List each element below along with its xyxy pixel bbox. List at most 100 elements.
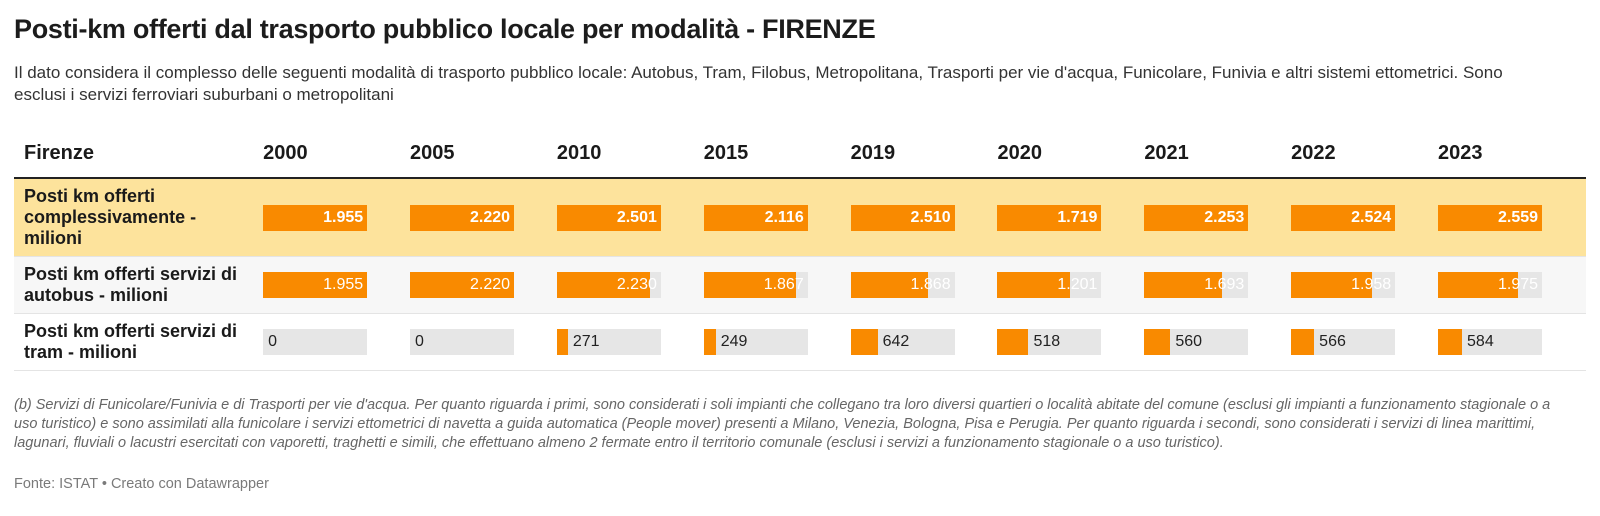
bar-value-label: 584 <box>1467 333 1494 350</box>
column-header-2021[interactable]: 2021 <box>1144 133 1292 179</box>
bar-value-label: 642 <box>882 333 910 350</box>
bar-fill <box>997 329 1029 355</box>
bar-value-label: 566 <box>1319 333 1346 350</box>
data-cell: 2.116 <box>703 178 851 257</box>
data-cell: 642 <box>850 313 998 371</box>
bar-value-label: 1.975 <box>1497 276 1539 293</box>
bar-fill <box>997 204 1102 231</box>
table-row: Posti km offerti servizi di autobus - mi… <box>14 256 1586 314</box>
bar-value-label: 1.867 <box>763 276 804 293</box>
bar-value-label: 560 <box>1175 333 1203 350</box>
bar-value-label: 249 <box>720 333 748 350</box>
column-header-2020[interactable]: 2020 <box>997 133 1145 179</box>
column-header-2005[interactable]: 2005 <box>410 133 557 179</box>
bar-value-label: 1.868 <box>910 276 951 293</box>
table-row: Posti km offerti servizi di tram - milio… <box>14 313 1586 371</box>
data-table: Firenze 2000 2005 2010 2015 2019 2020 2021 2022… <box>14 133 1586 371</box>
data-cell: 2.524 <box>1291 178 1439 257</box>
row-label: Posti km offerti servizi di tram - milio… <box>14 313 264 371</box>
column-header-2010[interactable]: 2010 <box>556 133 704 179</box>
bar-track: 1.201 <box>997 272 1102 298</box>
bar-track: 2.230 <box>556 272 661 298</box>
bar-track: 1.868 <box>850 272 955 298</box>
data-cell: 1.201 <box>997 256 1145 314</box>
bar-fill <box>556 204 661 231</box>
bar-track: 2.116 <box>703 204 808 231</box>
row-label: Posti km offerti complessivamente - mili… <box>14 178 264 257</box>
bar-fill <box>703 272 796 298</box>
bar-value-label: 1.201 <box>1057 276 1098 293</box>
column-header-2000[interactable]: 2000 <box>263 133 411 179</box>
bar-value-label: 518 <box>1033 333 1061 350</box>
bar-fill <box>1438 204 1543 231</box>
table-header: Firenze 2000 2005 2010 2015 2019 2020 2021 2022… <box>14 133 1586 179</box>
bar-track: 2.253 <box>1144 204 1249 231</box>
data-cell: 1.955 <box>263 256 411 314</box>
row-header-label[interactable]: Firenze <box>14 133 264 179</box>
source-line: Fonte: ISTAT • Creato con Datawrapper <box>14 476 269 492</box>
data-cell: 2.510 <box>850 178 998 257</box>
bar-fill <box>263 272 368 298</box>
data-cell: 0 <box>410 313 557 371</box>
bar-track: 584 <box>1438 329 1543 355</box>
bar-track: 642 <box>850 329 955 355</box>
bar-track: 1.958 <box>1291 272 1396 298</box>
data-cell: 2.501 <box>556 178 704 257</box>
bar-fill <box>703 329 716 355</box>
bar-track: 560 <box>1144 329 1249 355</box>
bar-value-label: 271 <box>572 333 600 350</box>
bar-value-label: 2.501 <box>616 208 657 226</box>
bar-value-label: 0 <box>415 333 424 350</box>
bar-track: 271 <box>556 329 661 355</box>
bar-track: 1.719 <box>997 204 1102 231</box>
bar-track: 1.955 <box>263 272 368 298</box>
column-header-2015[interactable]: 2015 <box>703 133 851 179</box>
data-cell: 2.253 <box>1144 178 1292 257</box>
bar-value-label: 2.559 <box>1497 208 1539 226</box>
bar-fill <box>1144 329 1171 355</box>
data-cell: 271 <box>556 313 704 371</box>
bar-fill <box>1291 272 1373 298</box>
bar-fill <box>1144 204 1249 231</box>
column-header-2022[interactable]: 2022 <box>1291 133 1439 179</box>
bar-track: 1.867 <box>703 272 808 298</box>
data-cell: 2.220 <box>410 256 557 314</box>
data-cell: 2.559 <box>1438 178 1586 257</box>
data-cell: 1.693 <box>1144 256 1292 314</box>
bar-value-label: 2.220 <box>469 276 511 293</box>
data-cell: 1.975 <box>1438 256 1586 314</box>
data-cell: 2.220 <box>410 178 557 257</box>
data-cell: 518 <box>997 313 1145 371</box>
data-cell: 1.958 <box>1291 256 1439 314</box>
bar-track: 0 <box>410 329 515 355</box>
column-header-2023[interactable]: 2023 <box>1438 133 1586 179</box>
data-cell: 249 <box>703 313 851 371</box>
data-cell: 2.230 <box>556 256 704 314</box>
bar-value-label: 2.230 <box>616 276 657 293</box>
header-row: Firenze 2000 2005 2010 2015 2019 2020 2021 2022… <box>14 133 1586 179</box>
bar-fill <box>850 329 878 355</box>
bar-track: 518 <box>997 329 1102 355</box>
data-cell: 1.867 <box>703 256 851 314</box>
bar-value-label: 1.955 <box>323 208 364 226</box>
bar-fill <box>1144 272 1223 298</box>
bar-fill <box>1438 272 1519 298</box>
bar-track: 566 <box>1291 329 1396 355</box>
bar-fill <box>410 204 515 231</box>
data-cell: 0 <box>263 313 411 371</box>
bar-track: 2.510 <box>850 204 955 231</box>
column-header-2019[interactable]: 2019 <box>850 133 998 179</box>
bar-value-label: 1.693 <box>1204 276 1245 293</box>
bar-track: 0 <box>263 329 368 355</box>
bar-track: 2.501 <box>556 204 661 231</box>
bar-track: 2.220 <box>410 272 515 298</box>
bar-fill <box>1291 329 1315 355</box>
data-cell: 1.955 <box>263 178 411 257</box>
bar-track: 2.559 <box>1438 204 1543 231</box>
bar-fill <box>703 204 808 231</box>
bar-value-label: 1.958 <box>1351 276 1392 293</box>
chart-subtitle: Il dato considera il complesso delle seg… <box>14 63 1503 104</box>
data-cell: 584 <box>1438 313 1586 371</box>
bar-value-label: 0 <box>268 333 278 350</box>
row-label: Posti km offerti servizi di autobus - mi… <box>14 256 264 314</box>
